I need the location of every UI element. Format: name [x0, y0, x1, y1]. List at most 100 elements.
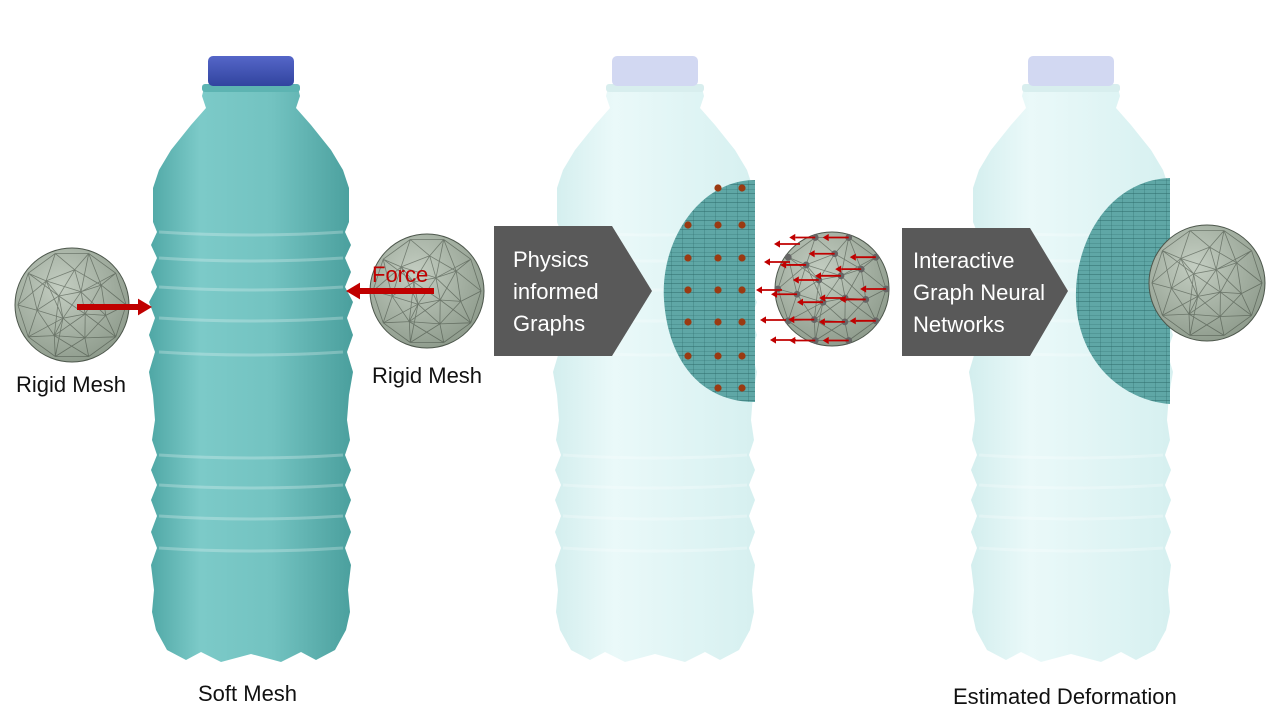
force-arrow-icon-small-18: [774, 240, 800, 248]
graph-node-icon-soft-5: [684, 254, 692, 262]
graph-node-icon-soft-4: [738, 221, 746, 229]
force-arrow-icon-small-13-head: [835, 265, 842, 273]
graph-node-icon-soft-9: [714, 286, 722, 294]
graph-node-icon-soft-10: [738, 286, 746, 294]
force-arrow-icon-small-15: [796, 298, 823, 306]
force-arrow-icon-small-1: [849, 317, 876, 325]
force-arrow-icon-small-1-head: [849, 317, 856, 325]
graph-node-icon-soft-0: [714, 184, 722, 192]
force-arrow-icon-small-19: [764, 258, 790, 266]
force-arrow-icon-small-20-head: [756, 286, 762, 294]
force-arrow-icon-small-2-head: [822, 336, 829, 345]
graph-node-icon-soft-8: [684, 286, 692, 294]
bottle-soft-mesh-icon: [149, 56, 353, 662]
rigid-mesh-right-label: Rigid Mesh: [372, 363, 483, 388]
force-label: Force: [372, 262, 429, 287]
force-arrow-icon-small-11-head: [780, 261, 787, 269]
step-1-line-3: Graphs: [513, 311, 586, 336]
force-arrow-icon-small-10-head: [771, 290, 778, 298]
graph-node-icon-soft-3: [714, 221, 722, 229]
bottle-estimated-rib-8: [978, 546, 1164, 553]
graph-node-icon-soft-15: [714, 352, 722, 360]
rigid-sphere-left-icon-facets: [17, 253, 127, 357]
force-arrow-icon-right-head: [346, 282, 360, 300]
bottle-soft-mesh-rib-1: [158, 256, 344, 263]
force-arrow-icon-small-20: [756, 286, 782, 294]
graph-node-icon-soft-16: [738, 352, 746, 360]
step-text-gnn: Interactive Graph Neural Networks: [913, 245, 1045, 341]
force-arrow-icon-small-6: [849, 253, 876, 261]
bottle-graph-rib-5: [562, 453, 748, 460]
force-arrow-icon-small-9: [788, 315, 815, 324]
force-arrow-icon-small-12-head: [808, 250, 815, 258]
force-arrow-icon-small-4: [789, 233, 816, 242]
graph-node-icon-soft-1: [738, 184, 746, 192]
force-arrow-icon-small-5-head: [822, 233, 829, 242]
graph-node-icon-soft-17: [714, 384, 722, 392]
bottle-soft-mesh-rib-0: [158, 230, 344, 237]
step-1-line-2: informed: [513, 279, 599, 304]
bottle-estimated-rib-6: [978, 483, 1164, 490]
bottle-soft-mesh-rib-6: [158, 483, 344, 490]
force-arrow-icon-small-4-head: [789, 233, 796, 242]
rigid-sphere-graph-icon: [774, 231, 890, 347]
force-arrow-icon-small-5: [822, 233, 849, 242]
force-arrow-icon-small-6-head: [849, 253, 856, 261]
bottle-soft-mesh-rib-2: [158, 285, 344, 292]
force-arrow-icon-small-19-head: [764, 258, 770, 266]
bottle-estimated-rib-7: [978, 514, 1164, 521]
force-arrow-icon-small-15-head: [796, 298, 803, 306]
bottle-graph-cap: [612, 56, 698, 86]
force-arrow-icon-small-17: [815, 272, 842, 280]
bottle-soft-mesh-rib-4: [158, 350, 344, 357]
force-arrow-icon-small-22: [770, 336, 796, 344]
bottle-soft-mesh-rib-3: [158, 316, 344, 323]
force-arrow-icon-small-12: [808, 250, 835, 258]
bottle-graph-rib-7: [562, 514, 748, 521]
force-arrow-icon-right: [346, 282, 434, 300]
force-arrow-icon-small-21-head: [760, 316, 766, 324]
bottle-soft-mesh-rib-7: [158, 514, 344, 521]
graph-node-icon-soft-6: [714, 254, 722, 262]
bottle-soft-mesh-rib-5: [158, 453, 344, 460]
force-arrow-icon-small-8-head: [818, 318, 825, 326]
force-arrow-icon-small-2: [822, 336, 849, 345]
force-arrow-icon-small-8: [818, 318, 845, 326]
graph-node-icon-soft-12: [714, 318, 722, 326]
estimated-deformation-label: Estimated Deformation: [953, 684, 1177, 709]
force-arrow-icon-small-18-head: [774, 240, 780, 248]
force-arrow-icon-small-0-head: [860, 285, 867, 293]
force-arrow-icon-left-head: [138, 298, 152, 316]
step-2-line-3: Networks: [913, 312, 1005, 337]
graph-node-icon-soft-11: [684, 318, 692, 326]
force-arrow-icon-small-22-head: [770, 336, 776, 344]
bottle-soft-mesh-body: [149, 88, 353, 662]
bottle-graph-rib-8: [562, 546, 748, 553]
force-arrow-icon-small-21: [760, 316, 786, 324]
force-arrow-icon-small-9-head: [788, 315, 795, 324]
force-arrow-icon-small-17-head: [815, 272, 822, 280]
bottle-soft-mesh-rib-8: [158, 546, 344, 553]
step-2-line-1: Interactive: [913, 248, 1015, 273]
bottle-graph-rib-6: [562, 483, 748, 490]
bottle-soft-mesh-cap: [208, 56, 294, 86]
force-arrow-icon-small-14-head: [819, 294, 826, 302]
graph-node-icon-soft-14: [684, 352, 692, 360]
rigid-mesh-left-label: Rigid Mesh: [16, 372, 127, 397]
force-arrow-icon-small-16-head: [792, 276, 799, 284]
graph-node-icon-rigid-6: [784, 253, 792, 261]
force-arrow-icon-small-10: [771, 290, 798, 298]
graph-node-icon-soft-2: [684, 221, 692, 229]
soft-mesh-label: Soft Mesh: [198, 681, 298, 706]
force-arrow-icon-left: [77, 298, 152, 316]
bottle-estimated-rib-5: [978, 453, 1164, 460]
step-box-physics-graphs: [494, 226, 652, 356]
force-arrow-icon-small-16: [792, 276, 819, 284]
step-box-gnn: [902, 228, 1068, 356]
force-arrow-icon-small-14: [819, 294, 846, 302]
graph-node-icon-rigid-5: [774, 285, 782, 293]
force-arrow-icon-small-0: [860, 285, 887, 293]
graph-node-icon-soft-7: [738, 254, 746, 262]
bottle-estimated-cap: [1028, 56, 1114, 86]
